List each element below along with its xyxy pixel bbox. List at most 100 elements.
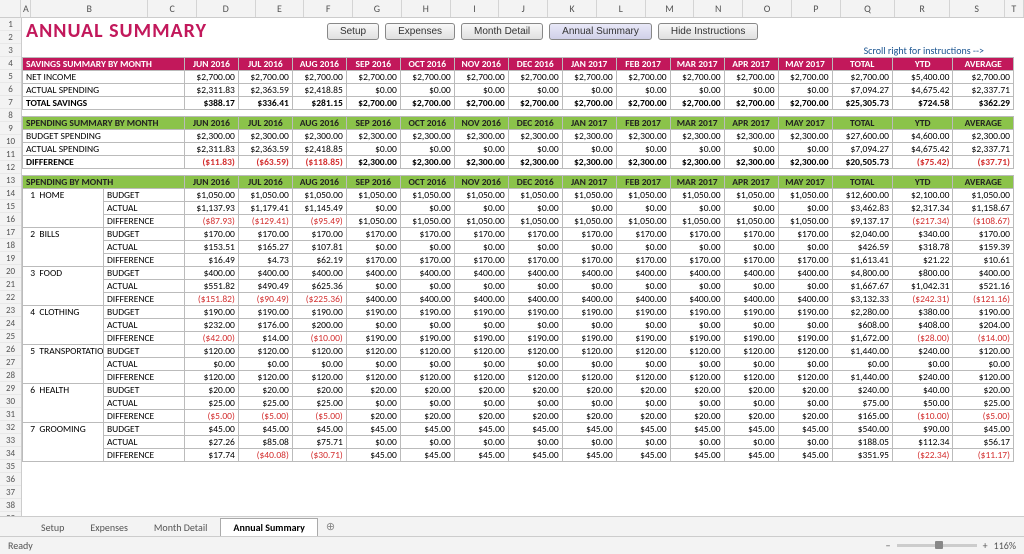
cell-value[interactable]: $170.00 — [562, 254, 616, 267]
cell-value[interactable]: ($5.00) — [292, 410, 346, 423]
cell-value[interactable]: $170.00 — [346, 254, 400, 267]
cell-value[interactable]: $0.00 — [953, 358, 1014, 371]
cell-value[interactable]: $85.08 — [238, 436, 292, 449]
cell-value[interactable]: $20.00 — [562, 384, 616, 397]
cell-value[interactable]: $20.00 — [346, 384, 400, 397]
cell-value[interactable]: $540.00 — [832, 423, 892, 436]
cell-value[interactable]: $0.00 — [670, 358, 724, 371]
cell-value[interactable]: $0.00 — [562, 84, 616, 97]
cell-value[interactable]: $20.00 — [616, 384, 670, 397]
cell-value[interactable]: $0.00 — [616, 143, 670, 156]
cell-value[interactable]: $4,600.00 — [892, 130, 952, 143]
cell-value[interactable]: $2,311.83 — [184, 84, 238, 97]
cell-value[interactable]: $318.78 — [892, 241, 952, 254]
cell-value[interactable]: $1,672.00 — [832, 332, 892, 345]
cell-value[interactable]: $120.00 — [724, 345, 778, 358]
cell-value[interactable]: $45.00 — [953, 423, 1014, 436]
cell-value[interactable]: $2,700.00 — [724, 97, 778, 110]
cell-value[interactable]: $107.81 — [292, 241, 346, 254]
cell-value[interactable]: $120.00 — [292, 345, 346, 358]
cell-value[interactable]: $2,337.71 — [953, 143, 1014, 156]
cell-value[interactable]: $0.00 — [346, 436, 400, 449]
zoom-in-icon[interactable]: + — [983, 539, 988, 552]
cell-value[interactable]: $45.00 — [562, 423, 616, 436]
cell-value[interactable]: $20.00 — [953, 384, 1014, 397]
cell-value[interactable]: $1,050.00 — [346, 189, 400, 202]
cell-value[interactable]: $0.00 — [508, 436, 562, 449]
cell-value[interactable]: $190.00 — [292, 306, 346, 319]
cell-value[interactable]: $0.00 — [400, 241, 454, 254]
cell-value[interactable]: $170.00 — [184, 228, 238, 241]
cell-value[interactable]: $0.00 — [670, 241, 724, 254]
cell-value[interactable]: $120.00 — [953, 371, 1014, 384]
cell-value[interactable]: $20.00 — [400, 410, 454, 423]
cell-value[interactable]: $400.00 — [454, 293, 508, 306]
cell-value[interactable]: $120.00 — [238, 371, 292, 384]
cell-value[interactable]: $2,300.00 — [670, 156, 724, 169]
cell-value[interactable]: ($5.00) — [238, 410, 292, 423]
cell-value[interactable]: $190.00 — [508, 332, 562, 345]
cell-value[interactable]: ($28.00) — [892, 332, 952, 345]
cell-value[interactable]: $0.00 — [892, 358, 952, 371]
cell-value[interactable]: $0.00 — [670, 319, 724, 332]
cell-value[interactable]: $4,800.00 — [832, 267, 892, 280]
cell-value[interactable]: $2,311.83 — [184, 143, 238, 156]
cell-value[interactable]: $120.00 — [184, 371, 238, 384]
cell-value[interactable]: $120.00 — [508, 371, 562, 384]
cell-value[interactable]: $0.00 — [562, 436, 616, 449]
cell-value[interactable]: $0.00 — [400, 397, 454, 410]
cell-value[interactable]: $351.95 — [832, 449, 892, 462]
cell-value[interactable]: $120.00 — [454, 371, 508, 384]
cell-value[interactable]: ($10.00) — [892, 410, 952, 423]
cell-value[interactable]: $5,400.00 — [892, 71, 952, 84]
cell-value[interactable]: ($75.42) — [892, 156, 952, 169]
cell-value[interactable]: $0.00 — [562, 358, 616, 371]
cell-value[interactable]: $2,300.00 — [724, 130, 778, 143]
cell-value[interactable]: $0.00 — [778, 319, 832, 332]
cell-value[interactable]: $170.00 — [953, 228, 1014, 241]
cell-value[interactable]: $2,300.00 — [184, 130, 238, 143]
cell-value[interactable]: $0.00 — [508, 84, 562, 97]
cell-value[interactable]: $2,100.00 — [892, 189, 952, 202]
cell-value[interactable]: $400.00 — [184, 267, 238, 280]
cell-value[interactable]: $62.19 — [292, 254, 346, 267]
cell-value[interactable]: $1,050.00 — [454, 189, 508, 202]
nav-expenses[interactable]: Expenses — [385, 23, 455, 40]
cell-value[interactable]: $120.00 — [346, 371, 400, 384]
cell-value[interactable]: $0.00 — [184, 358, 238, 371]
cell-value[interactable]: ($95.49) — [292, 215, 346, 228]
nav-hide-instructions[interactable]: Hide Instructions — [658, 23, 758, 40]
cell-value[interactable]: $170.00 — [508, 228, 562, 241]
cell-value[interactable]: $120.00 — [616, 345, 670, 358]
cell-value[interactable]: ($22.34) — [892, 449, 952, 462]
cell-value[interactable]: $0.00 — [508, 397, 562, 410]
cell-value[interactable]: $0.00 — [562, 202, 616, 215]
cell-value[interactable]: $2,700.00 — [292, 71, 346, 84]
cell-value[interactable]: $190.00 — [346, 332, 400, 345]
cell-value[interactable]: $1,050.00 — [616, 189, 670, 202]
cell-value[interactable]: $20.00 — [346, 410, 400, 423]
cell-value[interactable]: $20.00 — [184, 384, 238, 397]
cell-value[interactable]: $170.00 — [670, 228, 724, 241]
cell-value[interactable]: $0.00 — [724, 358, 778, 371]
cell-value[interactable]: $176.00 — [238, 319, 292, 332]
cell-value[interactable]: $120.00 — [670, 371, 724, 384]
cell-value[interactable]: $25.00 — [184, 397, 238, 410]
cell-value[interactable]: $400.00 — [346, 267, 400, 280]
cell-value[interactable]: $1,050.00 — [778, 215, 832, 228]
cell-value[interactable]: $0.00 — [562, 280, 616, 293]
cell-value[interactable]: $190.00 — [346, 306, 400, 319]
cell-value[interactable]: $190.00 — [778, 332, 832, 345]
cell-value[interactable]: $120.00 — [292, 371, 346, 384]
cell-value[interactable]: $388.17 — [184, 97, 238, 110]
cell-value[interactable]: $0.00 — [670, 397, 724, 410]
cell-value[interactable]: $0.00 — [346, 84, 400, 97]
cell-value[interactable]: $0.00 — [724, 241, 778, 254]
cell-value[interactable]: $20.00 — [400, 384, 454, 397]
cell-value[interactable]: $45.00 — [778, 423, 832, 436]
cell-value[interactable]: $75.71 — [292, 436, 346, 449]
cell-value[interactable]: $0.00 — [670, 143, 724, 156]
cell-value[interactable]: $56.17 — [953, 436, 1014, 449]
cell-value[interactable]: $190.00 — [400, 332, 454, 345]
cell-value[interactable]: $0.00 — [778, 143, 832, 156]
